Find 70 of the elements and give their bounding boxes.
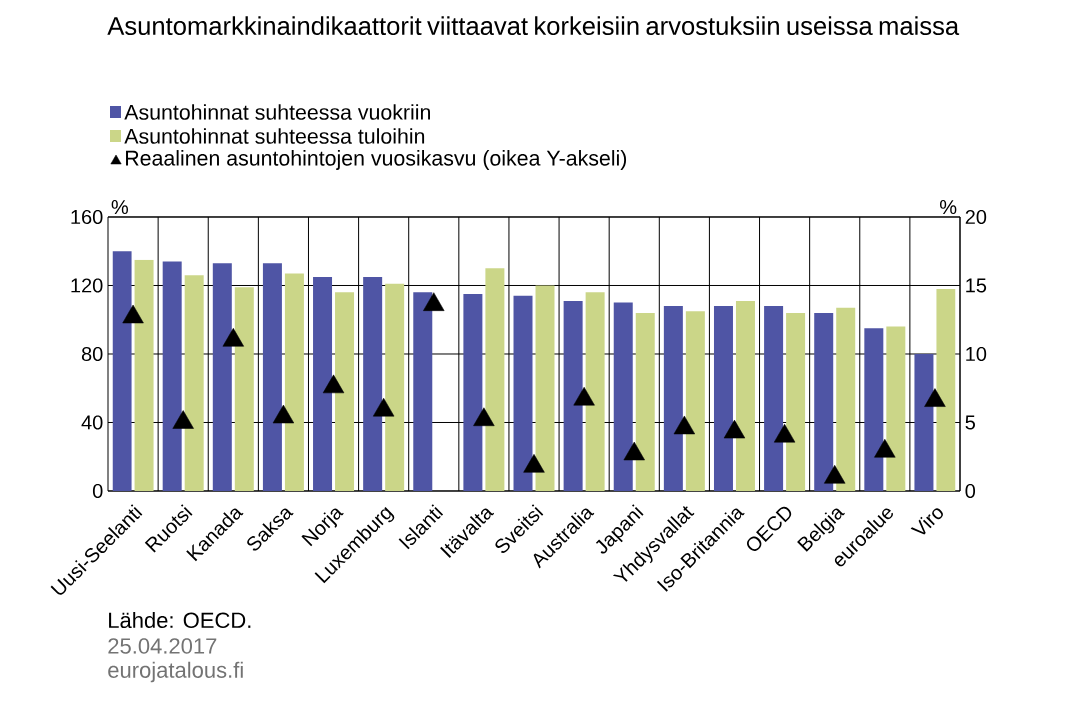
bar xyxy=(713,306,733,491)
bar xyxy=(814,312,834,491)
y2-tick-label: 20 xyxy=(965,209,987,225)
point xyxy=(623,441,645,461)
legend-label: Asuntohinnat suhteessa vuokriin xyxy=(124,104,430,120)
bar xyxy=(864,328,884,491)
y2-axis-title: % xyxy=(940,200,957,215)
y2-tick-label: 5 xyxy=(965,415,976,430)
text: Lähde: OECD. xyxy=(109,611,251,629)
bar xyxy=(413,292,433,491)
bar xyxy=(563,300,583,491)
point xyxy=(272,404,295,424)
bar xyxy=(914,353,934,491)
point xyxy=(874,438,896,458)
bar xyxy=(234,287,254,491)
y2-tick-label: 15 xyxy=(966,278,987,293)
y2-tick-label: 0 xyxy=(965,483,976,499)
bar xyxy=(134,259,154,491)
x-tick-label: Viro xyxy=(910,508,943,535)
bar xyxy=(313,276,333,491)
bar xyxy=(112,251,132,491)
text: 25.04.2017 xyxy=(108,638,217,654)
bar xyxy=(886,326,906,491)
point xyxy=(523,454,545,473)
bar xyxy=(162,261,182,491)
point xyxy=(172,410,194,429)
bar xyxy=(463,294,483,491)
bar xyxy=(635,312,655,491)
point xyxy=(723,419,746,439)
chart-title: Asuntomarkkinaindikaattorit viittaavat korkeisiin arvostuksiin useissa maissa xyxy=(107,16,960,36)
legend-label: Reaalinen asuntohintojen vuosikasvu (oikea Y-akseli) xyxy=(126,150,627,170)
bar xyxy=(685,311,705,491)
y2-tick-label: 10 xyxy=(966,346,987,362)
y-tick-label: 120 xyxy=(71,278,103,293)
bar xyxy=(485,268,505,491)
bar xyxy=(786,312,806,491)
bar xyxy=(613,302,633,491)
text: eurojatalous.fi xyxy=(108,661,243,683)
bar xyxy=(385,283,405,491)
bar xyxy=(335,292,355,491)
point xyxy=(122,304,144,324)
y-axis-title: % xyxy=(111,200,129,215)
bar xyxy=(764,306,784,491)
bar xyxy=(284,273,304,491)
point xyxy=(773,423,796,443)
point xyxy=(222,328,244,347)
point xyxy=(573,386,595,406)
bar xyxy=(513,295,533,491)
y-tick-label: 80 xyxy=(81,346,103,362)
bar xyxy=(535,285,555,491)
y-tick-label: 0 xyxy=(92,483,103,499)
point xyxy=(322,374,345,394)
legend-label: Asuntohinnat suhteessa tuloihin xyxy=(124,128,425,144)
y-tick-label: 40 xyxy=(81,415,103,430)
bar xyxy=(936,288,956,491)
point xyxy=(372,397,395,417)
point xyxy=(924,388,946,407)
bar xyxy=(585,292,605,491)
y-tick-label: 160 xyxy=(71,209,103,225)
bar xyxy=(363,276,383,491)
point xyxy=(673,415,696,435)
point xyxy=(423,292,445,311)
bar xyxy=(663,306,683,491)
bar xyxy=(262,263,282,491)
bar xyxy=(735,300,755,491)
bar xyxy=(836,307,856,491)
bar xyxy=(184,275,204,491)
point xyxy=(824,465,846,484)
bar xyxy=(212,263,232,491)
point xyxy=(473,407,495,427)
